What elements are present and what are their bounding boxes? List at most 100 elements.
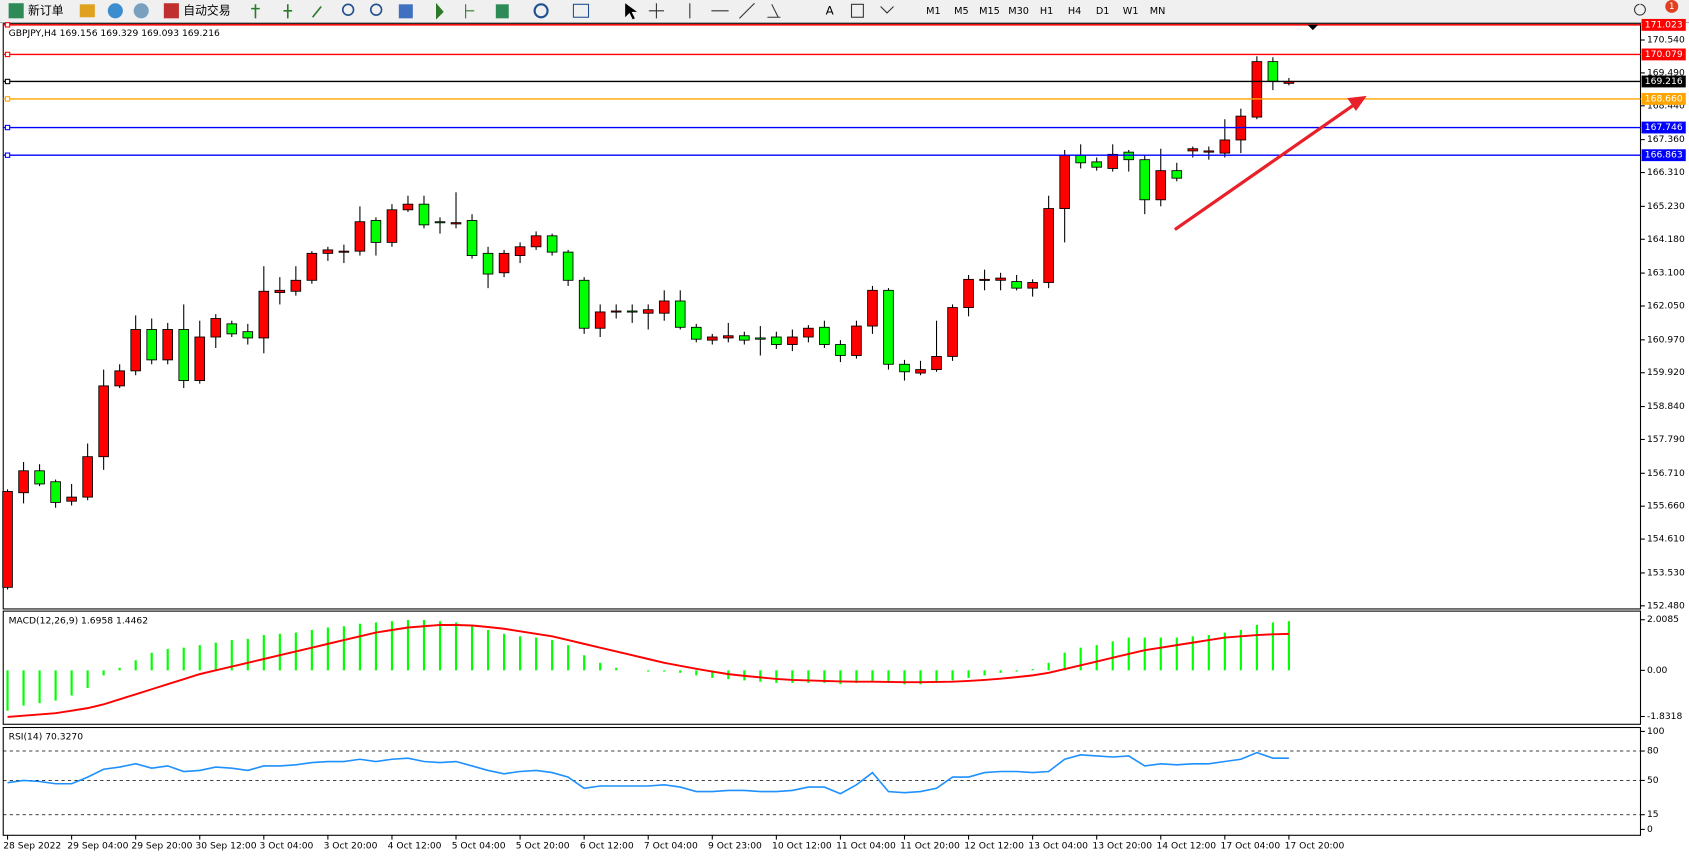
candle-body (803, 327, 814, 338)
rsi-line (7, 751, 1289, 795)
x-tick-label: 6 Oct 12:00 (580, 841, 634, 852)
candle-body (690, 326, 702, 340)
candle-body (1059, 154, 1070, 209)
drawing-tools[interactable] (648, 2, 781, 19)
pane-title: RSI(14) 70.3270 (9, 732, 84, 743)
y-tick-label: 162.050 (1647, 300, 1685, 311)
candle-body (258, 290, 270, 339)
candle-body (466, 220, 478, 256)
candle-body (787, 336, 798, 345)
auto-trading-button[interactable]: 自动交易 (183, 3, 230, 17)
x-tick-label: 13 Oct 04:00 (1028, 841, 1088, 852)
zoom-in-icon[interactable] (341, 3, 355, 16)
price-level-tag (1641, 75, 1686, 88)
y-tick-label: -1.8318 (1647, 711, 1683, 722)
candle-body (82, 456, 93, 498)
x-tick-label: 28 Sep 2022 (3, 841, 61, 852)
x-tick-label: 3 Oct 04:00 (260, 841, 314, 852)
price-level-label: 166.863 (1645, 150, 1683, 161)
y-tick-label: 167.360 (1647, 134, 1685, 145)
x-tick-label: 10 Oct 12:00 (772, 841, 832, 852)
candle-body (947, 307, 958, 357)
candle-body (642, 309, 654, 314)
scroll-icons[interactable] (435, 2, 475, 20)
zoom-out-icon[interactable] (369, 3, 383, 16)
price-level-label: 168.660 (1645, 93, 1683, 104)
candle-body (34, 470, 45, 485)
candle-body (546, 235, 558, 253)
y-tick-label: 168.440 (1647, 100, 1685, 111)
panes: 170.540 169.490 168.440 167.360 166.310 165.2… (2, 18, 1686, 852)
y-tick-label: 152.480 (1647, 600, 1685, 611)
y-tick-label: 80 (1647, 746, 1659, 757)
x-tick-label: 7 Oct 04:00 (644, 841, 698, 852)
annotation-arrowhead (1347, 95, 1367, 112)
candle-body (771, 336, 782, 345)
y-tick-label: 155.660 (1647, 501, 1685, 512)
price-level-handle (4, 22, 11, 28)
timeframe-button[interactable]: D1 (1096, 6, 1110, 17)
price-level-tag (1641, 18, 1686, 31)
chart-type-icons[interactable] (251, 4, 322, 19)
y-tick-label: 0 (1647, 824, 1653, 835)
candle-body (370, 220, 382, 243)
candle-body (739, 335, 750, 341)
templates-icon[interactable] (572, 3, 590, 18)
x-tick-label: 3 Oct 20:00 (324, 841, 378, 852)
x-tick-label: 11 Oct 20:00 (900, 841, 960, 852)
candle-body (482, 252, 494, 275)
price-level-tag (1641, 48, 1686, 61)
timeframe-button[interactable]: M5 (954, 6, 969, 17)
candle-body (498, 252, 510, 274)
new-order-button[interactable]: 新订单 (28, 3, 64, 17)
candle-body (2, 491, 13, 588)
y-tick-label: 157.790 (1647, 434, 1685, 445)
toolbar-icon[interactable] (133, 3, 149, 19)
notification-badge[interactable] (1665, 0, 1679, 13)
candle-body (1091, 161, 1102, 168)
auto-trading-icon[interactable] (163, 3, 179, 19)
price-level-tag (1641, 149, 1686, 162)
candle-body (1187, 148, 1199, 152)
candle-body (66, 496, 77, 502)
text-tool[interactable]: A (826, 3, 834, 17)
label-tool[interactable] (850, 3, 864, 18)
new-order-icon[interactable] (8, 3, 24, 19)
candle-body (723, 335, 734, 339)
candle-body (1155, 170, 1167, 201)
tile-icon[interactable] (398, 4, 413, 19)
cursor-icon[interactable] (625, 3, 638, 20)
timeframe-button[interactable]: M1 (926, 6, 941, 17)
timeframe-button[interactable]: W1 (1123, 6, 1139, 17)
x-tick-label: 5 Oct 04:00 (452, 841, 506, 852)
y-tick-label: 163.100 (1647, 268, 1685, 279)
candle-body (114, 370, 125, 387)
toolbar (0, 0, 1689, 23)
x-tick-label: 4 Oct 12:00 (388, 841, 442, 852)
timeframe-button[interactable]: H4 (1068, 6, 1081, 17)
timeframe-button[interactable]: M15 (979, 6, 1000, 17)
candle-body (1171, 170, 1183, 179)
timeframe-button[interactable]: H1 (1040, 6, 1053, 17)
candle-body (594, 311, 606, 329)
candle-body (835, 344, 846, 356)
toolbar-icon[interactable] (107, 3, 123, 19)
candle-body (562, 251, 574, 281)
shapes-tool[interactable] (880, 6, 894, 14)
candle-body (354, 221, 366, 252)
x-tick-label: 14 Oct 12:00 (1156, 841, 1216, 852)
x-tick-label: 29 Sep 20:00 (131, 841, 192, 852)
timeframe-button[interactable]: M30 (1008, 6, 1029, 17)
candle-body (1123, 151, 1135, 161)
price-level-handle (4, 152, 11, 158)
search-icon[interactable] (1634, 3, 1646, 16)
y-tick-label: 169.490 (1647, 67, 1685, 78)
indicators-icon[interactable] (495, 4, 509, 19)
pane-title: GBPJPY,H4 169.156 169.329 169.093 169.21… (9, 28, 220, 39)
periods-icon[interactable] (533, 3, 549, 19)
timeframe-button[interactable]: MN (1150, 6, 1166, 17)
candle-body (242, 331, 254, 339)
toolbar-icon[interactable] (79, 4, 95, 18)
x-tick-label: 30 Sep 12:00 (195, 841, 256, 852)
